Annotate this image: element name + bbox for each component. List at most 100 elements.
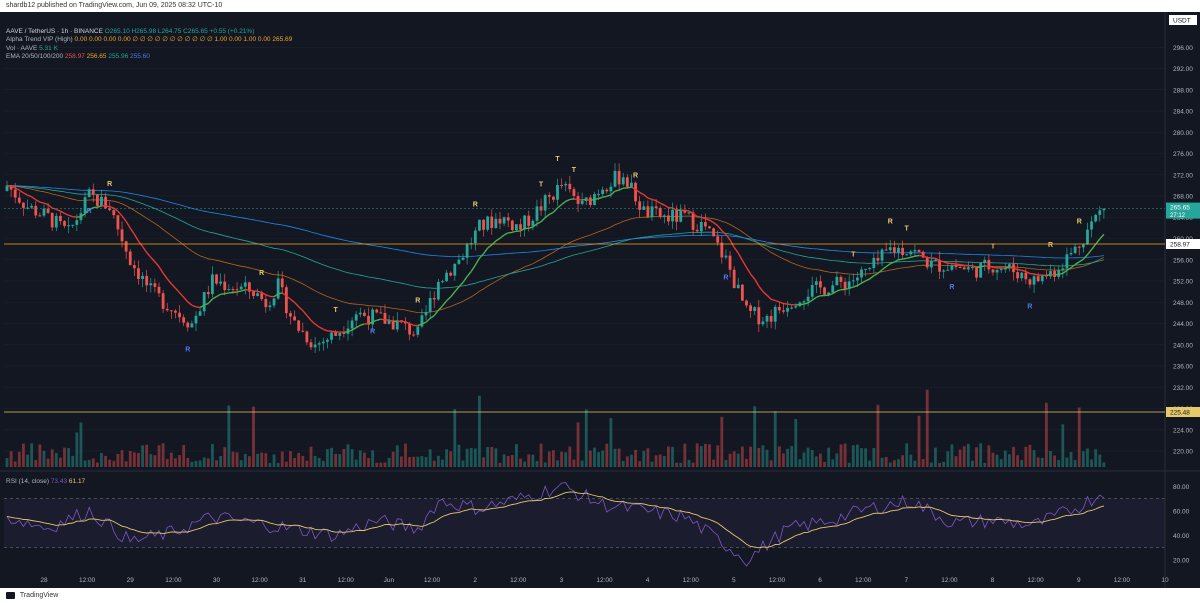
candle-body — [141, 275, 144, 279]
signal-marker-r: R — [107, 181, 112, 188]
volume-bar — [301, 455, 305, 467]
alpha-trend-segment — [972, 265, 977, 269]
countdown-label: 27:12 — [1170, 213, 1186, 219]
chart-area[interactable]: R R R R T R R R T T R T R T R T R T R R R 220.00224.00228.00… — [0, 12, 1200, 588]
candle-body — [523, 215, 527, 230]
support-price-label: 258.97 — [1170, 242, 1190, 249]
candle-body — [1020, 272, 1024, 279]
alpha-trend-segment — [421, 321, 427, 325]
candle-body — [1069, 252, 1073, 255]
candle-body — [338, 332, 342, 336]
volume-bar — [662, 456, 666, 467]
volume-bar — [13, 461, 17, 467]
alpha-trend-segment — [113, 207, 119, 212]
volume-bar — [330, 447, 333, 467]
candle-body — [515, 224, 518, 231]
signal-marker-r: R — [1077, 218, 1082, 225]
rsi-ma-line — [6, 491, 1105, 549]
candle-body — [371, 309, 375, 325]
signal-marker-t: T — [905, 225, 910, 232]
volume-bar — [1040, 457, 1044, 467]
candle-body — [703, 222, 707, 227]
alpha-trend-segment — [959, 263, 965, 266]
alpha-trend-segment — [512, 230, 517, 234]
volume-bar — [473, 448, 477, 467]
candle-body — [1090, 221, 1093, 230]
candle-body — [769, 316, 773, 322]
volume-bar — [605, 443, 609, 467]
volume-bar — [519, 458, 522, 467]
alpha-trend-segment — [458, 281, 464, 288]
alpha-trend-segment — [425, 317, 431, 323]
signal-marker-r: R — [415, 298, 420, 305]
time-tick-label: 12:00 — [1114, 577, 1131, 584]
volume-bar — [786, 448, 789, 467]
candle-body — [182, 317, 186, 323]
candle-body — [958, 267, 962, 269]
volume-bar — [658, 454, 662, 467]
volume-bar — [642, 450, 646, 467]
alpha-trend-segment — [441, 300, 448, 307]
alpha-trend-segment — [405, 321, 410, 325]
candle-body — [1098, 210, 1102, 215]
alpha-trend-segment — [380, 318, 386, 321]
candle-body — [120, 229, 124, 242]
volume-bar — [1086, 448, 1089, 467]
chart-svg[interactable]: R R R R T R R R T T R T R T R T R T R R R 220.00224.00228.00… — [0, 12, 1200, 588]
candle-body — [5, 185, 9, 191]
alpha-trend-segment — [97, 205, 102, 208]
alpha-trend-segment — [1025, 270, 1031, 275]
alpha-trend-segment — [203, 302, 209, 306]
volume-bar — [420, 456, 424, 467]
alpha-trend-segment — [816, 295, 821, 298]
alpha-trend-segment — [1013, 267, 1018, 271]
candle-body — [457, 259, 461, 264]
volume-bar — [720, 416, 724, 467]
volume-bar — [905, 443, 909, 467]
volume-bar — [1102, 462, 1106, 467]
candle-body — [54, 215, 58, 228]
price-tick-label: 280.00 — [1173, 130, 1193, 137]
volume-bar — [827, 447, 831, 467]
volume-bar — [75, 432, 79, 467]
volume-bar — [716, 445, 720, 467]
candle-body — [609, 186, 613, 192]
volume-bar — [745, 458, 748, 467]
volume-bar — [580, 460, 584, 467]
candle-body — [749, 305, 752, 311]
candle-body — [880, 249, 884, 261]
volume-bar — [478, 395, 481, 467]
volume-bar — [769, 460, 773, 467]
volume-bar — [34, 459, 38, 467]
alpha-trend-segment — [314, 323, 320, 328]
candle-body — [87, 189, 91, 198]
legend-vol-row: Vol · AAVE 5.31 K — [6, 45, 292, 53]
volume-bar — [178, 455, 181, 467]
candle-body — [634, 182, 637, 202]
volume-bar — [593, 447, 596, 467]
volume-bar — [1012, 446, 1015, 467]
volume-bar — [551, 450, 555, 467]
alpha-trend-segment — [6, 184, 12, 187]
volume-bar — [264, 453, 268, 467]
alpha-trend-segment — [281, 292, 287, 297]
alpha-trend-segment — [109, 206, 115, 209]
alpha-trend-segment — [898, 258, 903, 261]
alpha-trend-segment — [1021, 269, 1027, 273]
volume-bar — [773, 411, 777, 467]
volume-bar — [835, 453, 839, 467]
volume-bar — [991, 452, 995, 467]
alpha-trend-segment — [688, 210, 694, 215]
candle-body — [268, 305, 272, 308]
candle-body — [161, 293, 165, 309]
candle-body — [91, 189, 95, 195]
candle-body — [153, 283, 157, 287]
alpha-trend-segment — [618, 187, 624, 191]
alpha-trend-segment — [754, 278, 760, 287]
alpha-trend-segment — [429, 314, 435, 319]
volume-bar — [613, 448, 617, 467]
candle-body — [790, 307, 794, 309]
alpha-trend-segment — [76, 215, 82, 218]
candle-body — [794, 306, 798, 308]
alpha-trend-segment — [590, 198, 595, 202]
